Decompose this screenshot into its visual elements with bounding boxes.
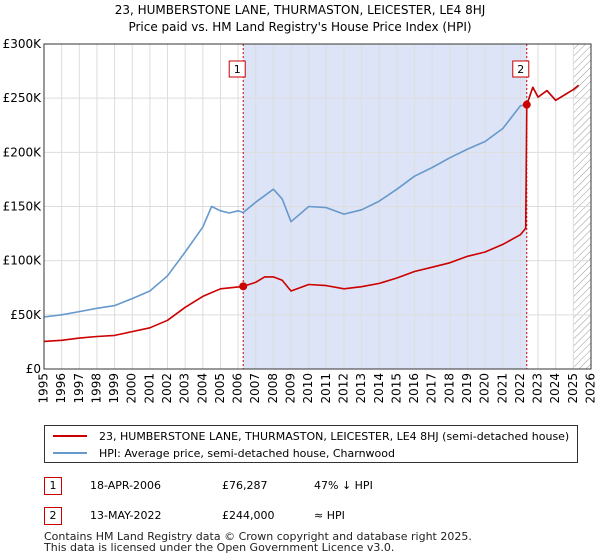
footer-line-copyright: Contains HM Land Registry data © Crown c… <box>44 530 472 543</box>
legend-label-hpi: HPI: Average price, semi-detached house,… <box>99 446 395 460</box>
x-tick-label: 2018 <box>442 373 456 404</box>
sale-point <box>522 100 531 109</box>
transaction-price: £244,000 <box>222 509 275 522</box>
x-tick-label: 2012 <box>336 373 350 404</box>
chart-subtitle: Price paid vs. HM Land Registry's House … <box>128 20 471 34</box>
y-tick-label: £150K <box>3 200 43 214</box>
x-tick-label: 2021 <box>495 373 509 404</box>
legend-swatch-hpi <box>53 452 87 454</box>
transaction-price: £76,287 <box>222 479 268 492</box>
marker-label: 1 <box>234 63 241 76</box>
transaction-row: 1 18-APR-2006 £76,287 47% ↓ HPI <box>44 477 564 497</box>
x-tick-label: 2002 <box>160 373 174 404</box>
price-chart: 23, HUMBERSTONE LANE, THURMASTON, LEICES… <box>3 3 598 404</box>
x-tick-label: 2013 <box>354 373 368 404</box>
x-tick-label: 2005 <box>213 373 227 404</box>
footer-line-licence: This data is licensed under the Open Gov… <box>44 541 395 554</box>
y-tick-label: £50K <box>10 308 42 322</box>
x-tick-label: 2003 <box>178 373 192 404</box>
x-tick-label: 1998 <box>89 373 103 404</box>
transaction-marker-badge: 2 <box>44 507 62 525</box>
transaction-row: 2 13-MAY-2022 £244,000 ≈ HPI <box>44 507 564 527</box>
x-tick-label: 2008 <box>266 373 280 404</box>
transaction-date: 18-APR-2006 <box>90 479 162 492</box>
x-tick-label: 2004 <box>195 373 209 404</box>
marker-label: 2 <box>517 63 524 76</box>
transaction-hpi-comparison: ≈ HPI <box>314 509 345 522</box>
x-tick-label: 2010 <box>301 373 315 404</box>
x-tick-label: 2016 <box>407 373 421 404</box>
x-tick-label: 2000 <box>125 373 139 404</box>
footer-notice: Contains HM Land Registry data © Crown c… <box>44 531 472 553</box>
x-tick-label: 2026 <box>584 373 598 404</box>
y-tick-label: £250K <box>3 91 43 105</box>
series-line-property <box>43 84 580 343</box>
x-tick-label: 1996 <box>54 373 68 404</box>
x-tick-label: 2020 <box>478 373 492 404</box>
x-tick-label: 2023 <box>531 373 545 404</box>
x-tick-label: 2009 <box>284 373 298 404</box>
legend-item-hpi: HPI: Average price, semi-detached house,… <box>45 444 395 462</box>
x-tick-label: 1995 <box>37 373 51 404</box>
y-tick-label: £300K <box>3 37 43 51</box>
chart-title: 23, HUMBERSTONE LANE, THURMASTON, LEICES… <box>115 3 486 17</box>
x-tick-label: 2001 <box>142 373 156 404</box>
x-tick-label: 1997 <box>72 373 86 404</box>
legend-item-property: 23, HUMBERSTONE LANE, THURMASTON, LEICES… <box>45 427 569 445</box>
x-tick-label: 2011 <box>319 373 333 404</box>
y-tick-label: £100K <box>3 254 43 268</box>
marker-label-box <box>512 60 530 78</box>
sale-point <box>239 282 248 291</box>
transaction-date: 13-MAY-2022 <box>90 509 162 522</box>
x-tick-label: 2025 <box>566 373 580 404</box>
x-tick-label: 2024 <box>548 373 562 404</box>
x-tick-label: 2006 <box>231 373 245 404</box>
y-tick-label: £200K <box>3 145 43 159</box>
x-tick-label: 2017 <box>425 373 439 404</box>
legend: 23, HUMBERSTONE LANE, THURMASTON, LEICES… <box>44 425 578 463</box>
legend-label-property: 23, HUMBERSTONE LANE, THURMASTON, LEICES… <box>99 429 570 443</box>
legend-swatch-property <box>53 435 87 437</box>
marker-label-box <box>228 60 246 78</box>
x-tick-label: 2022 <box>513 373 527 404</box>
x-tick-label: 1999 <box>107 373 121 404</box>
x-tick-label: 2014 <box>372 373 386 404</box>
x-tick-label: 2015 <box>389 373 403 404</box>
y-tick-label: £0 <box>26 362 41 376</box>
x-tick-label: 2019 <box>460 373 474 404</box>
transaction-marker-badge: 1 <box>44 477 62 495</box>
x-tick-label: 2007 <box>248 373 262 404</box>
plot-frame <box>43 43 592 370</box>
transaction-hpi-comparison: 47% ↓ HPI <box>314 479 373 492</box>
